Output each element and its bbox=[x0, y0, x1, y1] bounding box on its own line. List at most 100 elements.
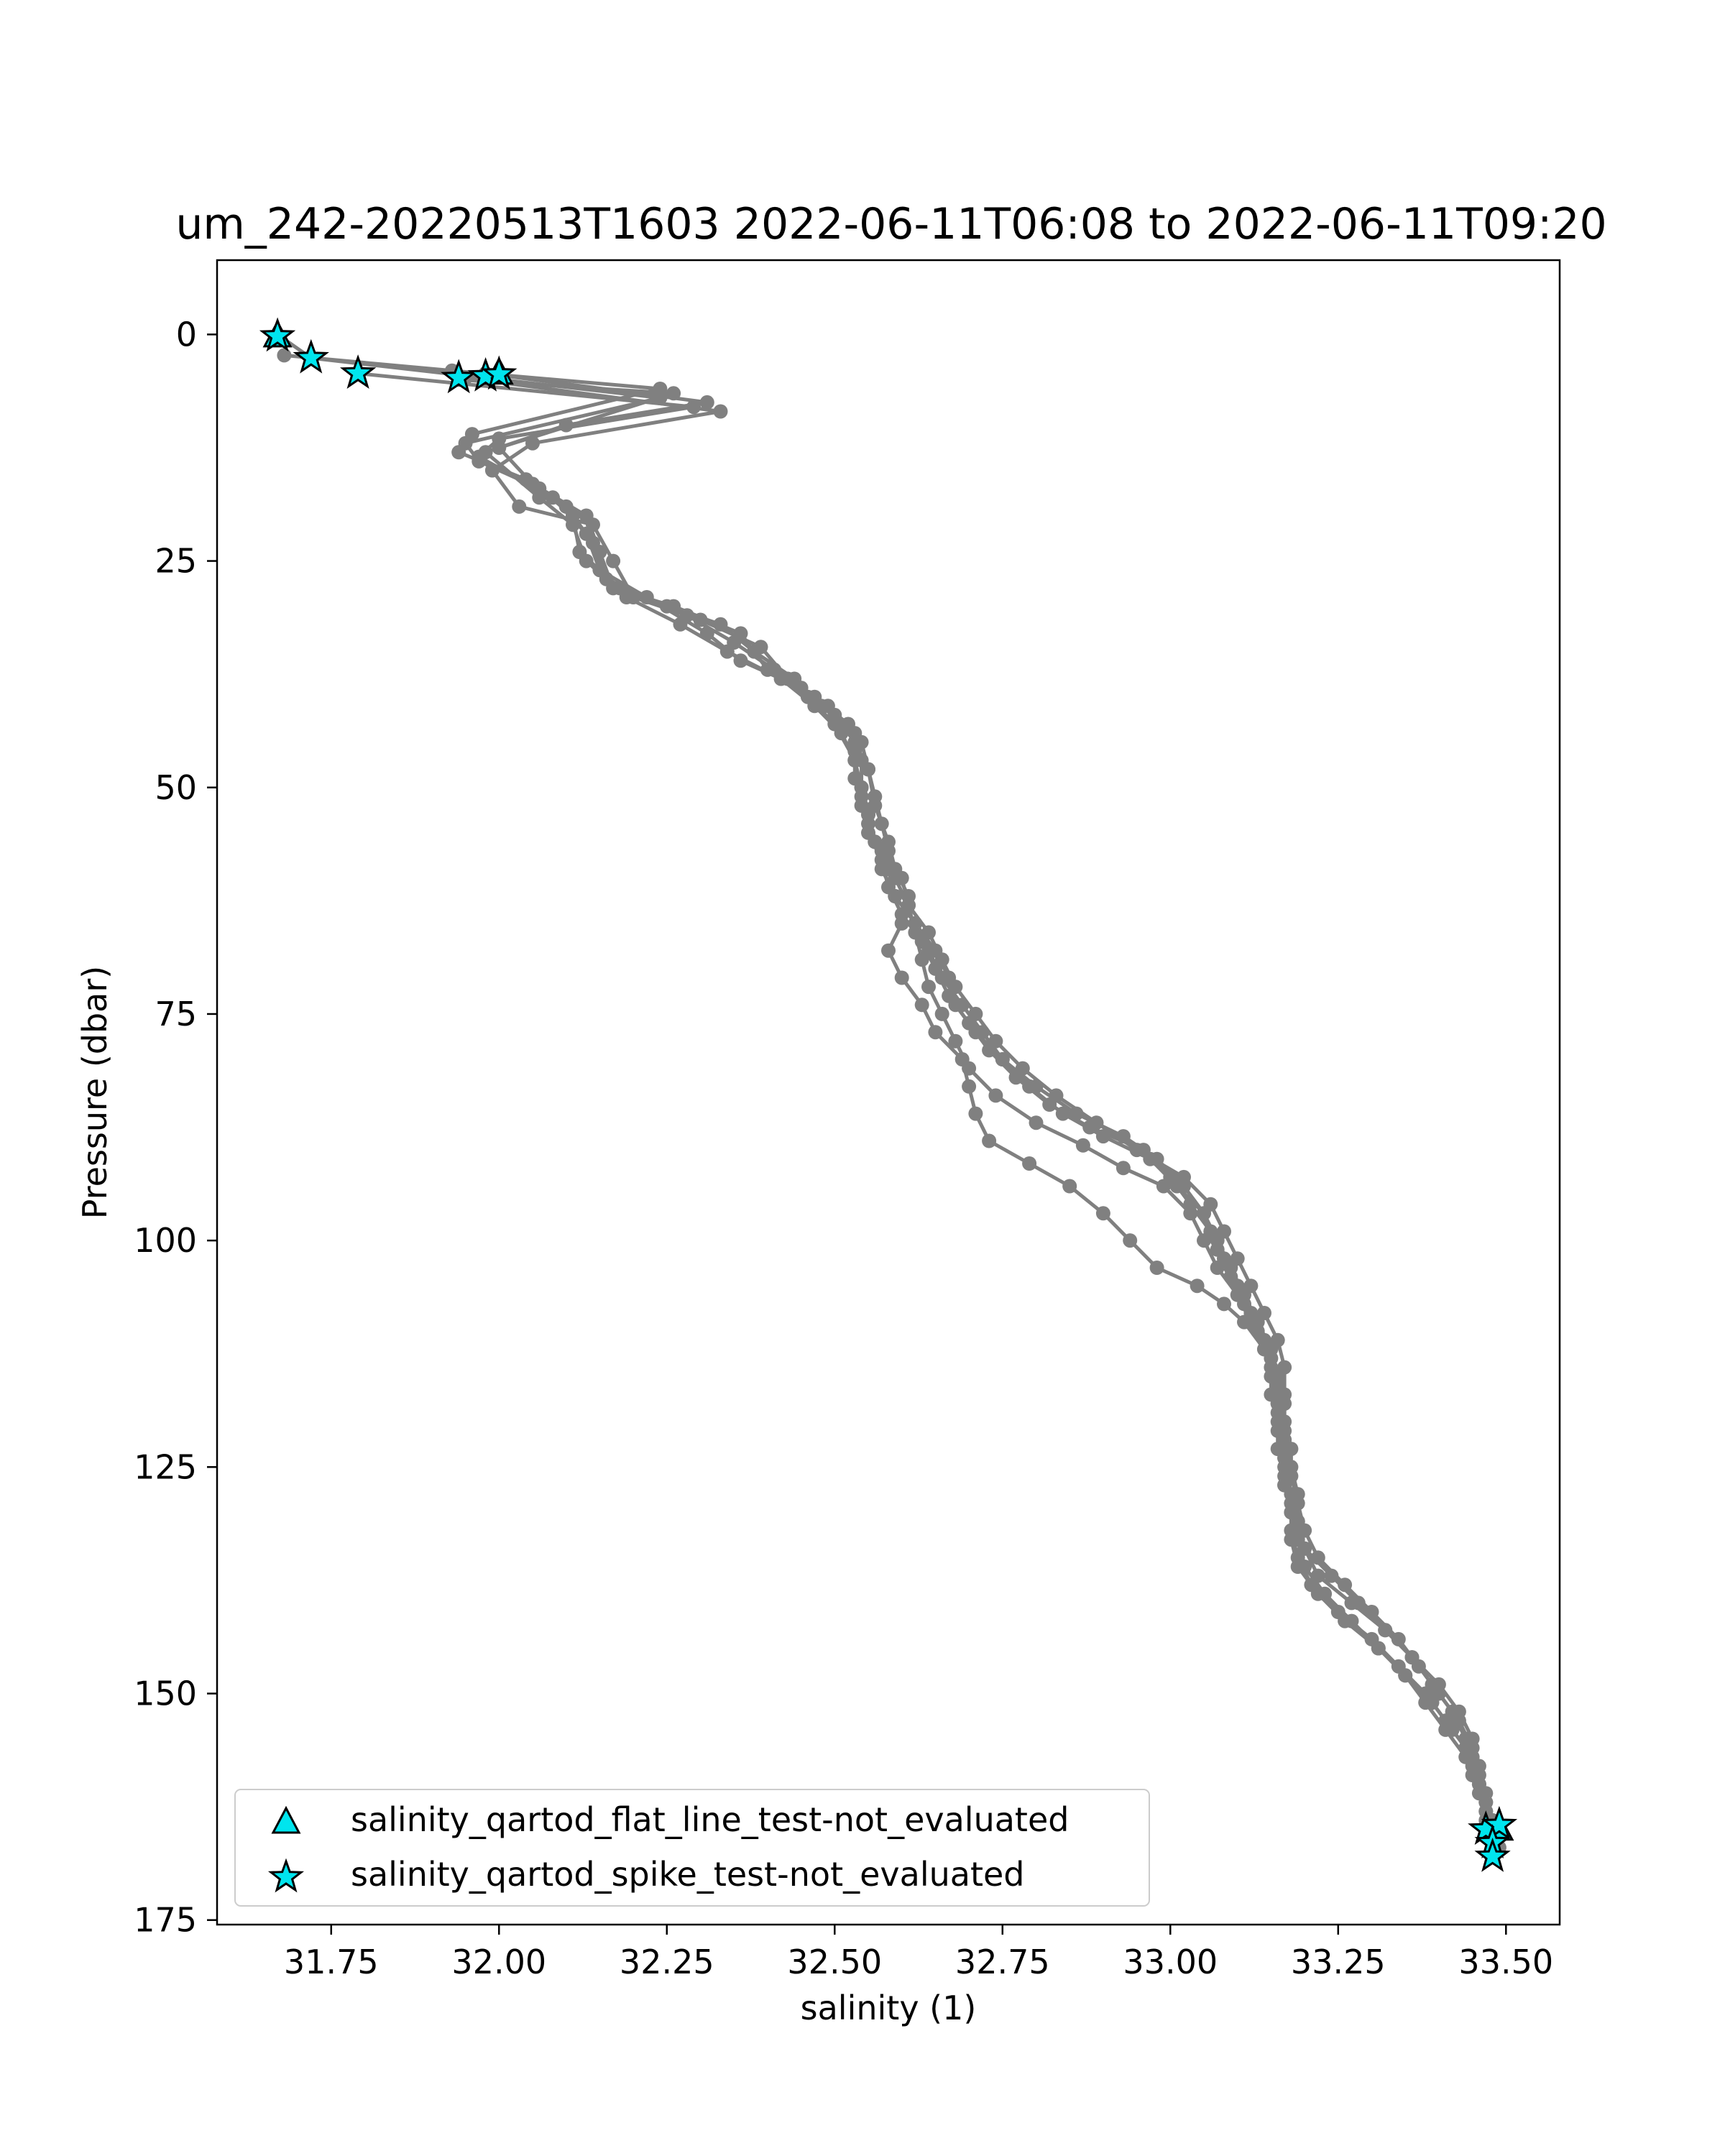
profile-point-4-47 bbox=[1398, 1668, 1413, 1683]
profile-point-3-1 bbox=[713, 404, 728, 419]
plot-frame bbox=[216, 259, 1561, 1926]
profile-point-4-26 bbox=[1029, 1115, 1044, 1130]
profile-point-4-30 bbox=[1183, 1206, 1198, 1221]
profile-point-3-20 bbox=[894, 970, 909, 985]
profile-point-5-26 bbox=[1116, 1129, 1131, 1144]
profile-point-2-31 bbox=[1230, 1251, 1245, 1266]
profile-point-5-9 bbox=[760, 662, 775, 677]
profile-point-3-6 bbox=[606, 553, 621, 568]
x-tick-label-7: 33.50 bbox=[1458, 1943, 1553, 1981]
profile-point-1-3 bbox=[458, 436, 473, 451]
y-tick-label-7: 175 bbox=[134, 1901, 197, 1940]
profile-point-4-23 bbox=[948, 1033, 963, 1049]
profile-point-5-23 bbox=[995, 1052, 1010, 1067]
profile-point-5-43 bbox=[1344, 1595, 1359, 1611]
profile-point-3-12 bbox=[847, 734, 862, 750]
profile-point-5-7 bbox=[666, 599, 681, 614]
profile-point-4-42 bbox=[1284, 1532, 1299, 1547]
y-tick-label-1: 25 bbox=[155, 542, 197, 581]
profile-point-3-25 bbox=[968, 1106, 983, 1121]
y-axis: 0 25 50 75 100 125 150 175 bbox=[134, 315, 217, 1940]
profile-point-5-32 bbox=[1237, 1296, 1251, 1312]
profile-point-4-46 bbox=[1371, 1641, 1386, 1656]
profile-point-5-41 bbox=[1297, 1541, 1312, 1556]
legend-triangle-marker bbox=[271, 1805, 301, 1834]
spike-test-star-marker-5 bbox=[481, 355, 518, 390]
x-tick-label-4: 32.75 bbox=[955, 1943, 1050, 1981]
profile-point-3-32 bbox=[1190, 1279, 1205, 1294]
legend-label-spike-test: salinity_qartod_spike_test-not_evaluated bbox=[351, 1855, 1024, 1894]
y-tick-label-5: 125 bbox=[134, 1447, 197, 1486]
profile-point-3-31 bbox=[1149, 1261, 1164, 1275]
profile-point-4-32 bbox=[1210, 1261, 1225, 1275]
profile-point-4-25 bbox=[988, 1088, 1003, 1103]
profile-point-3-4 bbox=[512, 499, 527, 514]
profile-point-5-14 bbox=[861, 807, 875, 822]
profile-point-3-27 bbox=[1022, 1156, 1037, 1171]
profile-point-5-21 bbox=[948, 998, 963, 1013]
legend-label-flat-line-test: salinity_qartod_flat_line_test-not_evalu… bbox=[351, 1800, 1069, 1839]
profile-point-4-48 bbox=[1418, 1695, 1433, 1710]
profile-line-0 bbox=[284, 353, 1494, 1830]
x-tick-label-6: 33.25 bbox=[1291, 1943, 1386, 1981]
x-tick-label-0: 31.75 bbox=[284, 1943, 379, 1981]
legend-star-shape bbox=[267, 1858, 305, 1893]
plot-area bbox=[259, 317, 1518, 1872]
profile-point-5-42 bbox=[1310, 1568, 1325, 1583]
y-tick-label-6: 150 bbox=[134, 1674, 197, 1713]
profile-point-5-38 bbox=[1277, 1460, 1292, 1475]
profile-point-4-21 bbox=[921, 980, 936, 995]
profile-point-4-5 bbox=[566, 517, 580, 533]
x-axis-label: salinity (1) bbox=[801, 1989, 977, 2027]
profile-point-5-1 bbox=[666, 386, 681, 401]
profile-point-4-17 bbox=[894, 870, 909, 885]
profile-point-5-8 bbox=[733, 626, 748, 641]
profile-point-4-1 bbox=[699, 395, 714, 410]
profile-point-3-3 bbox=[484, 463, 500, 478]
profile-point-5-2 bbox=[492, 441, 507, 455]
profile-point-4-22 bbox=[934, 1006, 949, 1021]
profile-point-5-33 bbox=[1250, 1324, 1265, 1339]
spike-test-star-marker-1 bbox=[293, 338, 329, 374]
profile-point-4-45 bbox=[1338, 1613, 1353, 1628]
y-tick-label-2: 50 bbox=[155, 768, 197, 807]
spike-test-star-marker-7 bbox=[1481, 1805, 1518, 1841]
profile-point-4-49 bbox=[1438, 1722, 1453, 1737]
profile-point-4-50 bbox=[1458, 1749, 1473, 1764]
profile-point-5-49 bbox=[1471, 1759, 1486, 1774]
profile-point-5-24 bbox=[1029, 1079, 1044, 1094]
profile-point-2-23 bbox=[988, 1033, 1003, 1049]
profile-point-4-24 bbox=[962, 1061, 977, 1076]
x-tick-label-2: 32.25 bbox=[620, 1943, 714, 1981]
profile-point-5-46 bbox=[1431, 1677, 1446, 1692]
y-tick-label-3: 75 bbox=[155, 995, 197, 1033]
profile-point-5-20 bbox=[942, 970, 957, 985]
profile-point-5-15 bbox=[868, 834, 883, 849]
profile-point-5-19 bbox=[928, 943, 943, 958]
profile-point-5-47 bbox=[1451, 1704, 1466, 1719]
profile-point-5-12 bbox=[847, 752, 862, 768]
profile-point-5-37 bbox=[1277, 1432, 1292, 1447]
profile-point-4-43 bbox=[1290, 1560, 1305, 1574]
profile-point-3-22 bbox=[928, 1025, 943, 1040]
y-axis-label: Pressure (dbar) bbox=[75, 966, 114, 1219]
profile-point-5-3 bbox=[525, 476, 540, 492]
profile-point-0-0 bbox=[277, 348, 292, 363]
profile-point-5-29 bbox=[1197, 1206, 1211, 1221]
profile-point-3-24 bbox=[962, 1079, 977, 1094]
profile-point-5-39 bbox=[1284, 1487, 1299, 1502]
profile-point-4-20 bbox=[914, 952, 929, 967]
profile-point-3-29 bbox=[1095, 1206, 1110, 1221]
profile-point-5-28 bbox=[1177, 1179, 1191, 1194]
profile-point-3-18 bbox=[894, 916, 909, 931]
spike-test-star-marker-9 bbox=[1474, 1837, 1511, 1872]
legend-triangle-shape bbox=[271, 1805, 301, 1834]
profile-point-3-21 bbox=[914, 998, 929, 1013]
profile-point-5-5 bbox=[592, 545, 607, 559]
profile-point-5-16 bbox=[874, 862, 889, 877]
profile-point-2-33 bbox=[1257, 1306, 1271, 1320]
profile-point-5-30 bbox=[1210, 1242, 1225, 1257]
profile-point-4-44 bbox=[1310, 1586, 1325, 1601]
x-axis: 31.75 32.00 32.25 32.50 32.75 33.00 33.25 33.50 bbox=[284, 1925, 1553, 1981]
